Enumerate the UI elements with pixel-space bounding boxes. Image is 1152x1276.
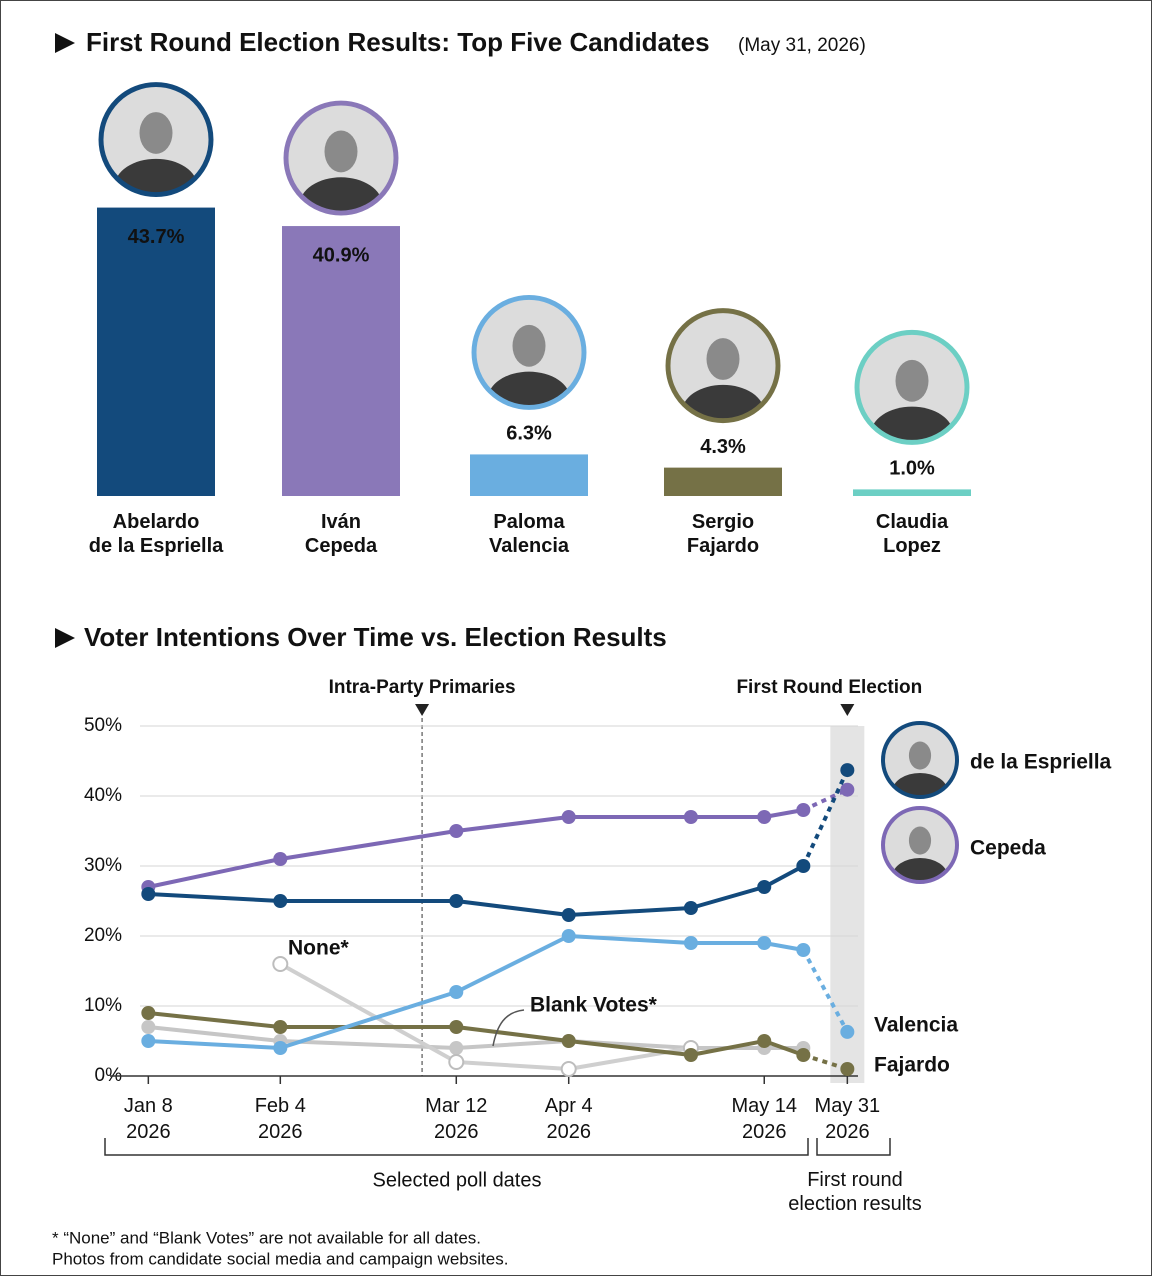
event-label: Intra-Party Primaries — [329, 677, 516, 698]
bar — [282, 226, 400, 496]
data-point — [141, 1034, 155, 1048]
page: First Round Election Results: Top Five C… — [0, 0, 1152, 1276]
data-point — [757, 810, 771, 824]
data-point — [840, 1025, 854, 1039]
photo-head — [325, 131, 358, 173]
bar-title: First Round Election Results: Top Five C… — [86, 27, 710, 57]
data-point — [273, 1020, 287, 1034]
data-point — [796, 859, 810, 873]
photo-head — [707, 338, 740, 380]
value-label: 6.3% — [506, 423, 552, 445]
line-title: Voter Intentions Over Time vs. Election … — [84, 622, 667, 652]
value-label: 1.0% — [889, 458, 935, 480]
footnote: * “None” and “Blank Votes” are not avail… — [52, 1228, 481, 1247]
bar — [664, 468, 782, 496]
series-label: Blank Votes* — [530, 994, 658, 1017]
data-point — [273, 894, 287, 908]
y-tick-label: 50% — [84, 715, 122, 736]
bar — [853, 489, 971, 496]
photo-head — [140, 112, 173, 154]
bar — [470, 454, 588, 496]
event-label: First Round Election — [736, 677, 922, 698]
data-point — [141, 887, 155, 901]
data-point — [684, 901, 698, 915]
y-tick-label: 30% — [84, 855, 122, 876]
data-point — [562, 908, 576, 922]
data-point — [449, 1041, 463, 1055]
data-point — [449, 1020, 463, 1034]
series-label: de la Espriella — [970, 751, 1112, 774]
series-label: None* — [288, 937, 350, 960]
data-point — [449, 894, 463, 908]
bar — [97, 208, 215, 496]
bar-subtitle: (May 31, 2026) — [738, 35, 866, 56]
y-tick-label: 40% — [84, 785, 122, 806]
data-point — [757, 1034, 771, 1048]
data-point — [449, 985, 463, 999]
series-label: Cepeda — [970, 837, 1046, 860]
footnote: Photos from candidate social media and c… — [52, 1249, 508, 1268]
data-point — [141, 1006, 155, 1020]
data-point — [757, 880, 771, 894]
photo-head — [909, 742, 931, 770]
data-point — [684, 1048, 698, 1062]
data-point — [562, 1034, 576, 1048]
value-label: 43.7% — [128, 226, 185, 248]
series-label: Valencia — [874, 1014, 958, 1037]
data-point — [684, 810, 698, 824]
data-point — [796, 803, 810, 817]
y-tick-label: 10% — [84, 995, 122, 1016]
data-point — [273, 852, 287, 866]
data-point — [840, 1062, 854, 1076]
data-point — [273, 1041, 287, 1055]
value-label: 40.9% — [313, 244, 370, 266]
data-point — [449, 824, 463, 838]
data-point — [449, 1055, 463, 1069]
bracket-label: Selected poll dates — [372, 1169, 541, 1191]
y-tick-label: 20% — [84, 925, 122, 946]
photo-head — [896, 360, 929, 402]
photo-head — [513, 325, 546, 367]
data-point — [562, 810, 576, 824]
data-point — [840, 763, 854, 777]
data-point — [796, 1048, 810, 1062]
photo-head — [909, 827, 931, 855]
data-point — [684, 936, 698, 950]
data-point — [796, 943, 810, 957]
series-label: Fajardo — [874, 1054, 950, 1077]
value-label: 4.3% — [700, 436, 746, 458]
data-point — [141, 1020, 155, 1034]
data-point — [562, 1062, 576, 1076]
data-point — [757, 936, 771, 950]
data-point — [562, 929, 576, 943]
data-point — [273, 957, 287, 971]
